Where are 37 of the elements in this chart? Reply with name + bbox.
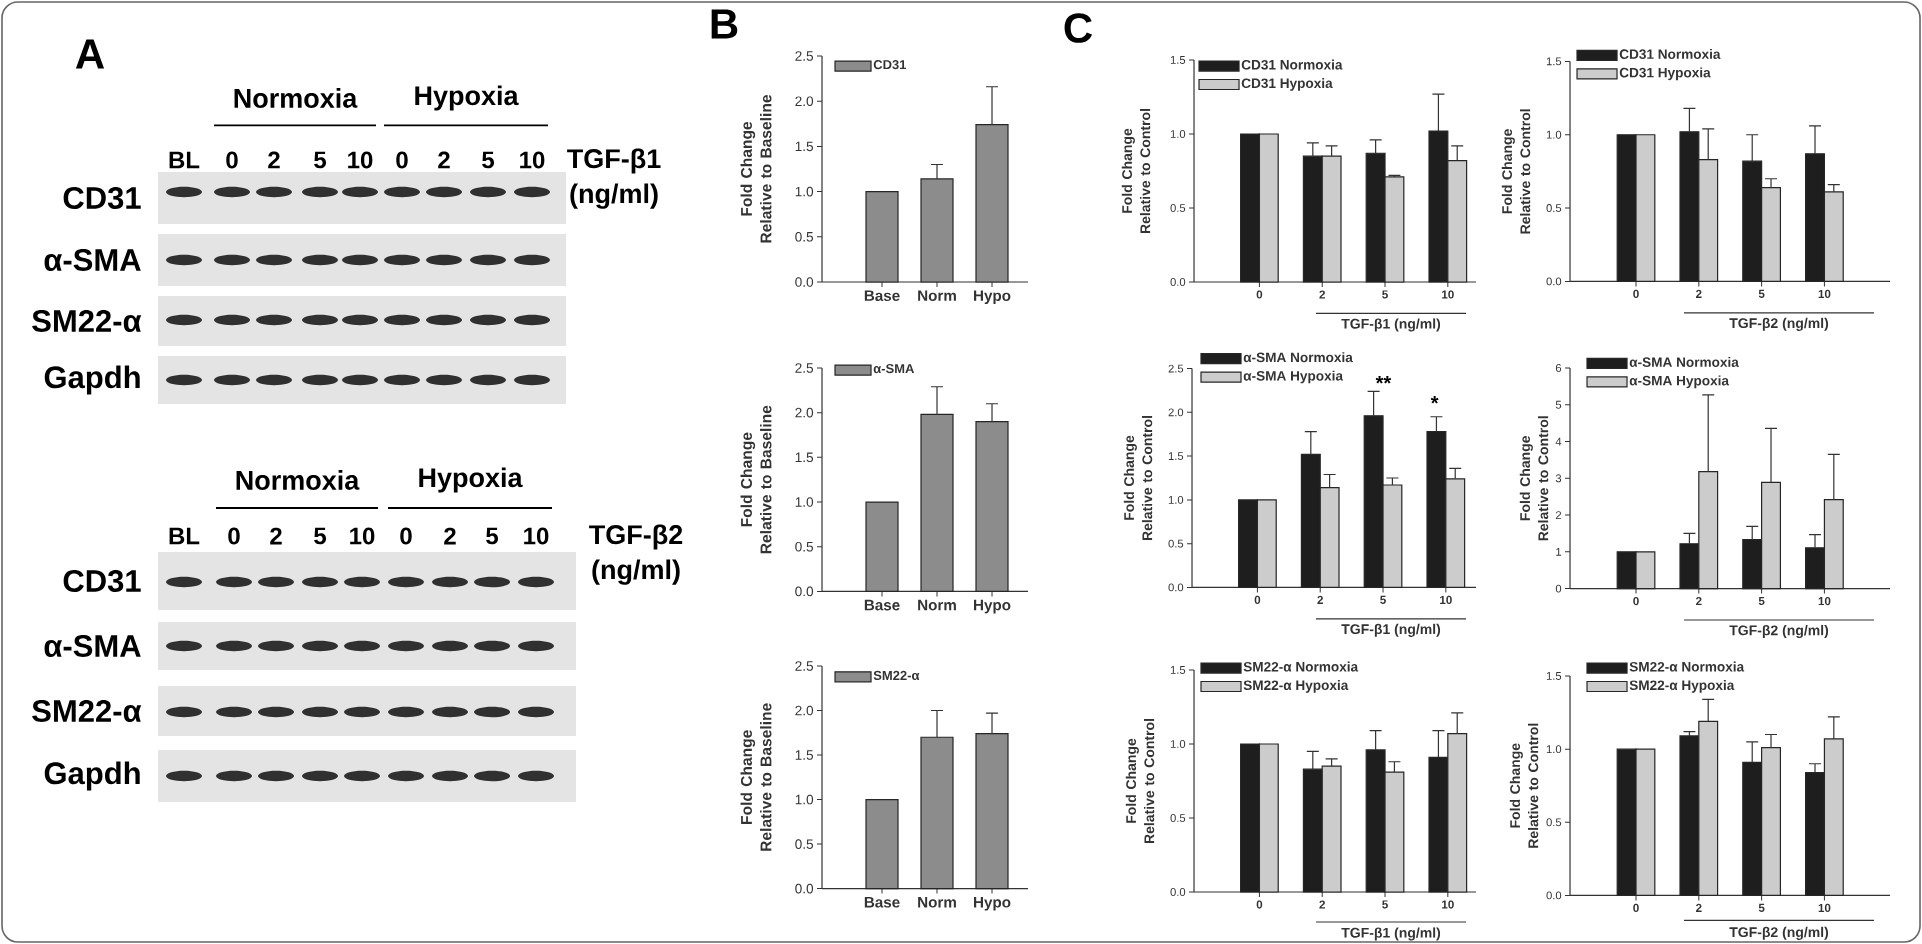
category-label: Gapdh [44, 761, 140, 791]
category-label: 10 [520, 151, 545, 169]
category-label: 10 [524, 527, 549, 545]
category-label: 5 [486, 527, 499, 545]
text: A [75, 39, 105, 69]
category-label: 2 [270, 527, 282, 545]
category-label: α-SMA [44, 249, 141, 271]
category-label: BL [169, 527, 200, 545]
category-label: 2 [438, 151, 450, 169]
annotation: * [1430, 396, 1439, 404]
text: Hypoxia [419, 467, 523, 493]
category-label: 0 [226, 151, 238, 169]
category-label: CD31 [63, 570, 141, 592]
chart-title: B [711, 9, 738, 39]
category-label: 10 [348, 151, 373, 169]
text: Normoxia [234, 88, 358, 108]
category-label: BL [169, 151, 200, 169]
category-label: 2 [268, 151, 280, 169]
text: Normoxia [236, 470, 360, 490]
category-label: CD31 [63, 187, 141, 209]
category-label: 5 [314, 151, 327, 169]
annotation: ** [1375, 376, 1392, 384]
category-label: 0 [228, 527, 240, 545]
category-label: 0 [396, 151, 408, 169]
category-label: 0 [400, 527, 412, 545]
category-label: 10 [350, 527, 375, 545]
text: TGF-β1 (ng/ml) [567, 148, 661, 209]
category-label: 5 [482, 151, 495, 169]
text: TGF-β2 (ng/ml) [589, 524, 683, 585]
category-label: 2 [444, 527, 456, 545]
text: Hypoxia [415, 85, 519, 111]
category-label: α-SMA [44, 635, 141, 657]
category-label: SM22-α [32, 700, 142, 722]
category-label: Gapdh [44, 365, 140, 395]
category-label: SM22-α [32, 310, 142, 332]
chart-title: C [1064, 13, 1093, 43]
category-label: 5 [314, 527, 327, 545]
